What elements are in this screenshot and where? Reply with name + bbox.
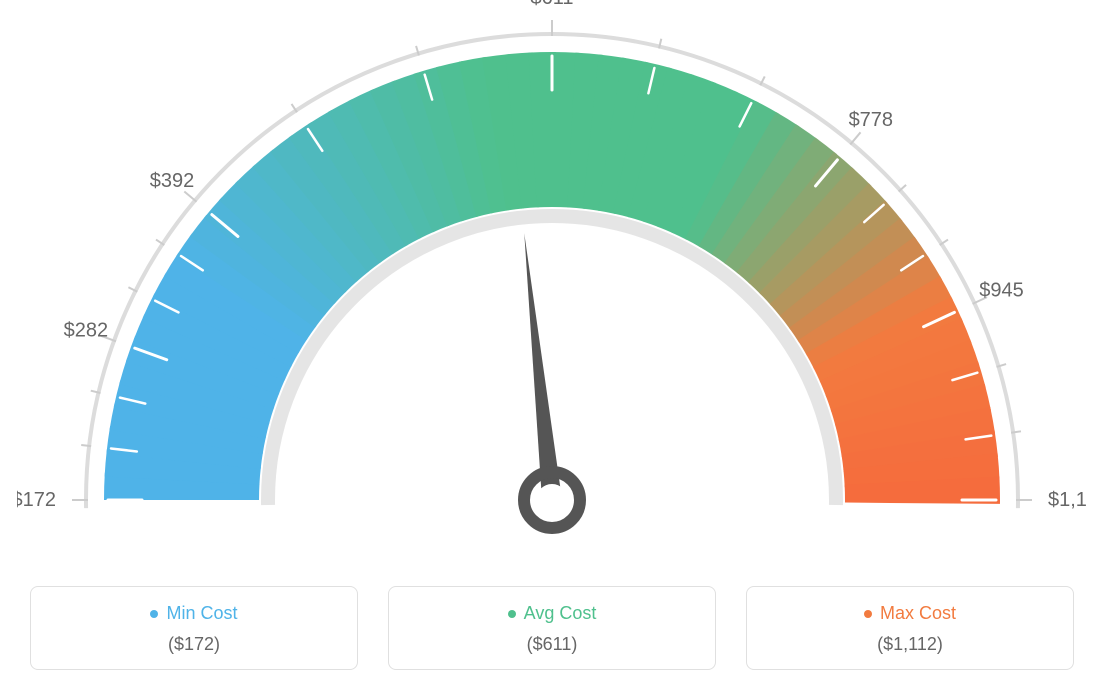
svg-text:$945: $945: [979, 279, 1024, 301]
card-min-value: ($172): [31, 634, 357, 655]
cost-gauge: $172 $282 $392 $611 $778 $945 $1,112: [0, 0, 1104, 570]
dot-icon: [508, 610, 516, 618]
svg-text:$778: $778: [849, 109, 894, 131]
card-avg-value: ($611): [389, 634, 715, 655]
svg-text:$611: $611: [530, 0, 573, 9]
card-min-label: Min Cost: [166, 603, 237, 624]
dot-icon: [150, 610, 158, 618]
svg-text:$1,112: $1,112: [1048, 489, 1087, 511]
card-avg-label: Avg Cost: [524, 603, 597, 624]
svg-text:$172: $172: [17, 489, 56, 511]
card-max-cost: Max Cost ($1,112): [746, 586, 1074, 670]
svg-text:$282: $282: [64, 319, 109, 341]
card-min-cost: Min Cost ($172): [30, 586, 358, 670]
dot-icon: [864, 610, 872, 618]
card-avg-cost: Avg Cost ($611): [388, 586, 716, 670]
card-max-label: Max Cost: [880, 603, 956, 624]
svg-text:$392: $392: [150, 170, 195, 192]
summary-cards: Min Cost ($172) Avg Cost ($611) Max Cost…: [0, 586, 1104, 670]
gauge-svg: $172 $282 $392 $611 $778 $945 $1,112: [17, 0, 1087, 570]
card-max-value: ($1,112): [747, 634, 1073, 655]
